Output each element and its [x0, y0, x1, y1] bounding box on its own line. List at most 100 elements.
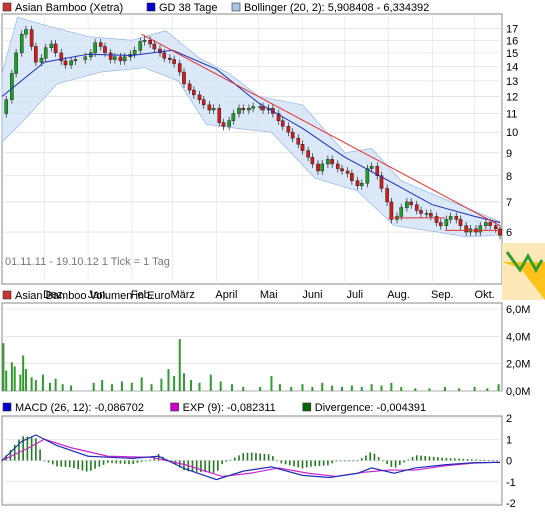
- divergence-bar: [411, 456, 414, 461]
- divergence-bar: [60, 460, 63, 467]
- candle-body: [168, 57, 172, 60]
- divergence-bar: [284, 460, 287, 465]
- volume-bar: [428, 388, 431, 391]
- volume-bar: [13, 366, 16, 391]
- divergence-bar: [403, 460, 405, 463]
- candle-body: [217, 108, 222, 123]
- candle-body: [405, 201, 409, 208]
- volume-bar: [61, 384, 64, 391]
- divergence-bar: [13, 444, 16, 461]
- divergence-bar: [225, 460, 228, 462]
- volume-bar: [458, 388, 461, 391]
- divergence-bar: [310, 460, 312, 467]
- price-ytick-label: 14: [506, 61, 518, 73]
- divergence-bar: [18, 439, 20, 461]
- candle-body: [142, 40, 147, 42]
- volume-bar: [24, 369, 27, 391]
- macd-ytick-label: 2: [506, 413, 512, 425]
- divergence-bar: [111, 460, 113, 464]
- candle-body: [148, 40, 152, 45]
- candle-body: [73, 59, 78, 62]
- forecast-zigzag: [505, 251, 544, 273]
- price-ytick-label: 11: [506, 109, 517, 121]
- volume-bar: [2, 343, 5, 391]
- divergence-bar: [51, 460, 54, 465]
- legend-label-volume-0: Asian Bamboo Volumen in Euro: [15, 290, 170, 302]
- candle-body: [493, 225, 498, 230]
- month-label: Dez.: [43, 289, 66, 301]
- volume-bar: [173, 375, 176, 391]
- candle-body: [113, 56, 117, 60]
- macd-ytick-label: -1: [506, 477, 516, 489]
- month-label: Feb.: [131, 289, 153, 301]
- divergence-bar: [263, 453, 266, 461]
- divergence-bar: [242, 453, 245, 461]
- candle-body: [49, 43, 54, 48]
- volume-bar: [209, 374, 212, 391]
- month-label: Juni: [302, 289, 322, 301]
- legend-label-price-1: GD 38 Tage: [159, 2, 218, 14]
- divergence-bar: [98, 460, 101, 467]
- divergence-bar: [77, 460, 79, 470]
- divergence-bar: [195, 460, 198, 472]
- divergence-bar: [145, 460, 147, 462]
- candle-body: [335, 163, 340, 169]
- macd-panel: MACD (26, 12): -0,086702 EXP (9): -0,0823…: [1, 402, 516, 510]
- volume-bar: [321, 382, 324, 391]
- candle-body: [389, 201, 394, 220]
- divergence-bar: [140, 460, 143, 462]
- gd38-line: [1, 49, 501, 223]
- divergence-bar: [39, 449, 41, 461]
- divergence-bar: [115, 460, 118, 464]
- divergence-bar: [293, 460, 295, 467]
- volume-bar: [30, 377, 33, 391]
- divergence-bar: [119, 460, 122, 464]
- volume-bar: [198, 382, 201, 391]
- divergence-bar: [200, 460, 202, 473]
- price-ytick-label: 7: [506, 197, 512, 209]
- divergence-bar: [102, 460, 105, 465]
- divergence-bar: [73, 460, 75, 469]
- legend-swatch-macd-2: [302, 402, 312, 412]
- candle-body: [63, 60, 68, 66]
- legend-swatch-macd-1: [170, 402, 179, 412]
- divergence-bar: [259, 453, 261, 461]
- volume-bar: [41, 374, 44, 391]
- volume-bar: [400, 386, 403, 391]
- volume-bar: [331, 385, 334, 391]
- macd-ytick-label: 0: [506, 456, 512, 468]
- candle-body: [138, 41, 143, 51]
- divergence-bar: [9, 450, 12, 461]
- volume-bar: [278, 384, 281, 391]
- month-label: Aug.: [387, 289, 410, 301]
- divergence-bar: [132, 460, 135, 464]
- candle-body: [53, 43, 58, 54]
- volume-bar: [486, 388, 489, 391]
- volume-bar: [390, 382, 393, 391]
- volume-plot-area: [1, 302, 503, 392]
- month-label: März: [170, 289, 194, 301]
- divergence-bar: [344, 460, 346, 462]
- volume-bar: [301, 384, 304, 391]
- price-ytick-label: 6: [506, 227, 512, 239]
- volume-bar: [350, 385, 353, 391]
- divergence-bar: [386, 460, 388, 465]
- candle-body: [59, 52, 64, 62]
- candle-body: [414, 204, 419, 211]
- divergence-bar: [221, 460, 223, 464]
- legend-swatch-macd-0: [2, 402, 12, 412]
- divergence-bar: [68, 460, 71, 468]
- price-ytick-label: 8: [506, 171, 512, 183]
- divergence-bar: [30, 437, 33, 461]
- divergence-bar: [81, 460, 84, 471]
- candle-body: [187, 83, 192, 91]
- price-ytick-label: 17: [506, 23, 518, 35]
- divergence-bar: [462, 458, 465, 461]
- candle-body: [350, 173, 354, 181]
- volume-bar: [10, 362, 13, 391]
- divergence-bar: [492, 460, 494, 462]
- divergence-bar: [399, 460, 401, 465]
- date-range-label: 01.11.11 - 19.10.12 1 Tick = 1 Tag: [5, 256, 170, 268]
- candle-body: [448, 216, 453, 220]
- volume-bar: [443, 386, 446, 391]
